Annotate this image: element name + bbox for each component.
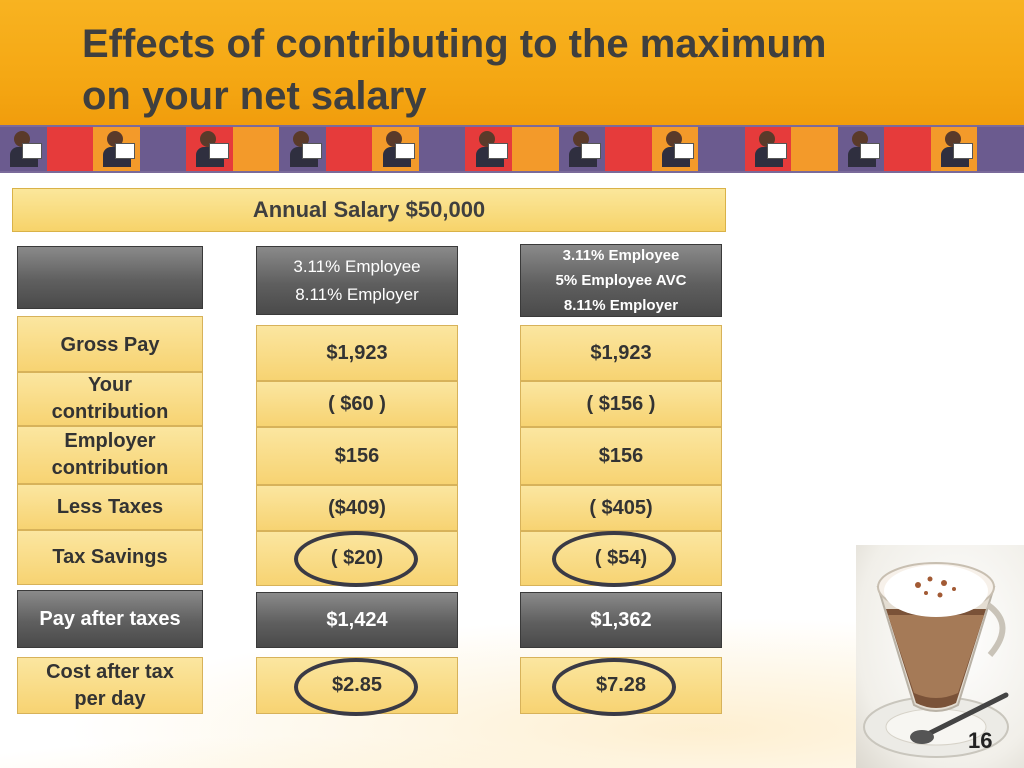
- employer-contribution-label-line1: Employer: [64, 430, 156, 452]
- page-number: 16: [968, 728, 993, 753]
- strip-photo-cell: [791, 127, 838, 171]
- strip-photo-cell: [558, 127, 606, 171]
- strip-photo-cell: [744, 127, 792, 171]
- picture-card-icon: [767, 143, 788, 159]
- your-contribution-col1: ( $60 ): [256, 381, 458, 427]
- col2-header-line1: 3.11% Employee: [562, 247, 680, 264]
- your-contribution-label-line2: contribution: [51, 401, 169, 423]
- picture-card-icon: [22, 143, 43, 159]
- strip-photo-cell: [325, 127, 373, 171]
- gross-pay-col2: $1,923: [520, 325, 722, 381]
- employer-contribution-col1: $156: [256, 427, 458, 485]
- picture-card-icon: [487, 143, 508, 159]
- picture-card-icon: [953, 143, 974, 159]
- your-contribution-label-line1: Your: [87, 374, 133, 396]
- picture-card-icon: [208, 143, 229, 159]
- picture-card-icon: [673, 143, 694, 159]
- strip-photo-cell: [930, 127, 978, 171]
- people-photo-strip: [0, 125, 1024, 173]
- picture-card-icon: [580, 143, 601, 159]
- pay-after-taxes-col2: $1,362: [520, 592, 722, 648]
- coffee-cup-icon: [863, 562, 1009, 758]
- highlight-ring-cost-per-day-col1: [294, 658, 418, 716]
- pay-after-taxes-col1: $1,424: [256, 592, 458, 648]
- title-line-1: Effects of contributing to the maximum: [82, 22, 827, 66]
- col2-header-line3: 8.11% Employer: [563, 297, 679, 314]
- employer-contribution-label-line2: contribution: [51, 457, 169, 479]
- strip-photo-cell: [139, 127, 187, 171]
- row-label-cost-per-day: Cost after tax per day: [17, 657, 203, 714]
- strip-photo-cell: [372, 127, 419, 171]
- column-header-standard: 3.11% Employee 8.11% Employer: [256, 246, 458, 315]
- highlight-ring-tax-savings-col2: [552, 531, 676, 587]
- picture-card-icon: [860, 143, 881, 159]
- strip-photo-cell: [605, 127, 652, 171]
- row-label-employer-contribution: Employer contribution: [17, 426, 203, 484]
- row-label-pay-after-taxes: Pay after taxes: [17, 590, 203, 648]
- col1-header-line1: 3.11% Employee: [293, 256, 421, 276]
- strip-photo-cell: [651, 127, 699, 171]
- coffee-cup-image: [856, 545, 1024, 768]
- highlight-ring-cost-per-day-col2: [552, 658, 676, 716]
- strip-photo-cell: [232, 127, 280, 171]
- strip-photo-cell: [837, 127, 885, 171]
- less-taxes-col1: ($409): [256, 485, 458, 531]
- col1-header-line2: 8.11% Employer: [295, 284, 419, 304]
- strip-photo-cell: [279, 127, 326, 171]
- cost-per-day-label-line2: per day: [74, 687, 146, 710]
- gross-pay-col1: $1,923: [256, 325, 458, 381]
- strip-photo-cell: [512, 127, 559, 171]
- strip-photo-cell: [0, 127, 47, 171]
- title-banner: Effects of contributing to the maximum o…: [0, 0, 1024, 125]
- strip-photo-cell: [93, 127, 140, 171]
- strip-photo-cell: [465, 127, 513, 171]
- page-title: Effects of contributing to the maximum o…: [82, 18, 982, 122]
- strip-photo-cell: [186, 127, 233, 171]
- cost-per-day-label-line1: Cost after tax: [46, 660, 174, 683]
- strip-photo-cell: [46, 127, 94, 171]
- employer-contribution-col2: $156: [520, 427, 722, 485]
- picture-card-icon: [115, 143, 136, 159]
- blank-header-cell: [17, 246, 203, 309]
- row-label-tax-savings: Tax Savings: [17, 530, 203, 585]
- column-header-with-avc: 3.11% Employee 5% Employee AVC 8.11% Emp…: [520, 244, 722, 317]
- picture-card-icon: [301, 143, 322, 159]
- annual-salary-header: Annual Salary $50,000: [12, 188, 726, 232]
- strip-photo-cell: [698, 127, 745, 171]
- strip-photo-cell: [418, 127, 466, 171]
- row-label-your-contribution: Your contribution: [17, 372, 203, 426]
- your-contribution-col2: ( $156 ): [520, 381, 722, 427]
- picture-card-icon: [394, 143, 415, 159]
- title-line-2: on your net salary: [82, 74, 427, 118]
- highlight-ring-tax-savings-col1: [294, 531, 418, 587]
- col2-header-line2: 5% Employee AVC: [555, 272, 687, 289]
- row-label-gross-pay: Gross Pay: [17, 316, 203, 372]
- row-label-less-taxes: Less Taxes: [17, 484, 203, 530]
- strip-photo-cell: [884, 127, 931, 171]
- strip-photo-cell: [977, 127, 1024, 171]
- less-taxes-col2: ( $405): [520, 485, 722, 531]
